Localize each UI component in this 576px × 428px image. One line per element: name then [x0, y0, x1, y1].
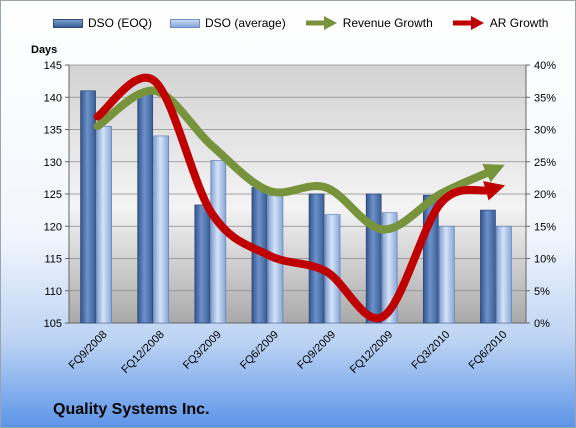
- bar-dso-eoq: [480, 209, 496, 324]
- legend-label-dso-average: DSO (average): [205, 16, 286, 30]
- y2-tick-label: 5%: [534, 286, 550, 298]
- legend-label-dso-eoq: DSO (EOQ): [88, 16, 153, 30]
- bar-dso-average: [381, 212, 398, 324]
- bar-dso-average: [210, 160, 227, 324]
- bar-dso-eoq: [137, 93, 154, 324]
- y2-tick-label: 25%: [534, 157, 556, 169]
- y2-tick-label: 20%: [534, 189, 556, 201]
- legend-item-revenue-growth: Revenue Growth: [304, 15, 433, 31]
- y2-tick-label: 30%: [534, 125, 556, 137]
- bar-dso-eoq: [194, 204, 211, 324]
- bar-dso-average: [438, 225, 455, 324]
- y-tick-label: 120: [44, 221, 62, 233]
- y-tick-label: 135: [44, 125, 62, 137]
- legend-arrow-ar-growth: [452, 16, 484, 30]
- y2-tick-label: 10%: [534, 254, 556, 266]
- x-tick-label: FQ3/2009: [181, 329, 224, 372]
- y-axis-title: Days: [31, 44, 57, 56]
- y2-tick-label: 35%: [534, 92, 556, 104]
- arrowhead-revenue-growth: [482, 164, 505, 183]
- y-tick-label: 145: [44, 60, 62, 72]
- y-tick-label: 115: [44, 254, 62, 266]
- legend-arrow-revenue-growth: [305, 16, 337, 30]
- legend-item-ar-growth: AR Growth: [451, 15, 549, 31]
- y2-tick-label: 40%: [534, 60, 556, 72]
- x-tick-label: FQ9/2009: [295, 329, 338, 372]
- bar-dso-average: [153, 135, 170, 324]
- legend: DSO (EOQ) DSO (average) Revenue Growth A…: [53, 15, 566, 31]
- bar-dso-average: [496, 225, 512, 324]
- x-tick-label: FQ6/2010: [466, 329, 509, 372]
- y-tick-label: 105: [44, 318, 62, 330]
- legend-swatch-dso-average: [170, 18, 201, 28]
- y-tick-label: 140: [44, 92, 62, 104]
- company-name: Quality Systems Inc.: [53, 401, 210, 418]
- y2-tick-label: 0%: [534, 318, 550, 330]
- x-tick-label: FQ12/2008: [119, 329, 166, 376]
- legend-item-dso-eoq: DSO (EOQ): [53, 16, 152, 30]
- legend-item-dso-average: DSO (average): [170, 16, 286, 30]
- arrowhead-ar-growth: [483, 181, 506, 201]
- bar-dso-eoq: [80, 90, 96, 324]
- x-tick-label: FQ9/2008: [67, 329, 110, 372]
- x-tick-label: FQ6/2009: [238, 329, 281, 372]
- line-ar-growth: [93, 74, 492, 323]
- bar-dso-eoq: [365, 193, 382, 324]
- y-tick-label: 110: [44, 286, 62, 298]
- legend-label-ar-growth: AR Growth: [489, 16, 549, 30]
- y-tick-label: 125: [44, 189, 62, 201]
- bar-dso-average: [96, 125, 112, 324]
- x-tick-label: FQ3/2010: [409, 329, 452, 372]
- y-tick-label: 130: [44, 157, 62, 169]
- x-tick-label: FQ12/2009: [348, 329, 395, 376]
- bar-dso-eoq: [308, 193, 325, 324]
- y2-tick-label: 15%: [534, 221, 556, 233]
- legend-label-revenue-growth: Revenue Growth: [342, 16, 433, 30]
- legend-swatch-dso-eoq: [53, 18, 83, 28]
